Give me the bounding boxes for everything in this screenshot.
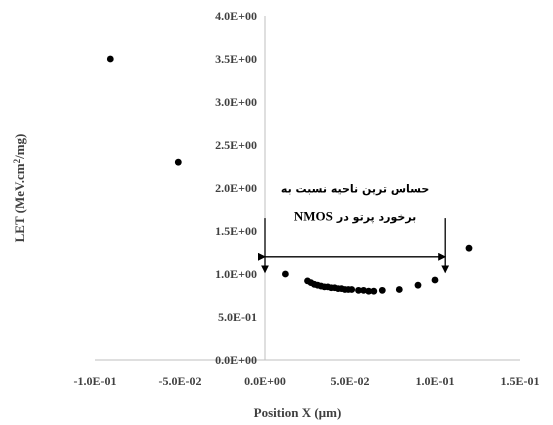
y-tick-label: 0.0E+00	[215, 353, 257, 367]
x-tick-label: 1.5E-01	[501, 374, 540, 388]
data-point	[106, 55, 114, 63]
data-point	[370, 287, 378, 295]
x-tick-label: 0.0E+00	[244, 374, 286, 388]
y-axis-title-end: /mg)	[12, 134, 27, 160]
y-tick-label: 1.5E+00	[215, 224, 257, 238]
x-tick-label: 1.0E-01	[416, 374, 455, 388]
y-tick-label: 3.5E+00	[215, 52, 257, 66]
data-point	[365, 287, 373, 295]
x-tick-label: -1.0E-01	[74, 374, 117, 388]
y-tick-labels: 0.0E+00 5.0E-01 1.0E+00 1.5E+00 2.0E+00 2.5E+…	[215, 9, 257, 367]
data-point	[465, 244, 473, 252]
sensitive-region-annotation: حساس ترین ناحیه نسبت به NMOS برخورد پرتو …	[258, 182, 450, 274]
data-point	[378, 286, 386, 294]
annotation-line-2-text: برخورد پرتو در	[336, 211, 416, 224]
x-tick-labels: -1.0E-01 -5.0E-02 0.0E+00 5.0E-02 1.0E-01 1.5…	[74, 374, 540, 388]
data-point	[414, 281, 422, 289]
y-tick-label: 3.0E+00	[215, 95, 257, 109]
data-point	[174, 158, 182, 166]
annotation-line-2: NMOS برخورد پرتو در	[294, 209, 416, 224]
data-point	[360, 286, 367, 294]
x-tick-label: -5.0E-02	[159, 374, 202, 388]
y-axis-title-superscript: 2	[12, 158, 22, 163]
annotation-line-1: حساس ترین ناحیه نسبت به	[281, 182, 429, 195]
data-point	[282, 270, 289, 278]
data-point	[431, 276, 439, 284]
x-tick-label: 5.0E-02	[331, 374, 370, 388]
y-tick-label: 1.0E+00	[215, 267, 257, 281]
y-tick-label: 2.5E+00	[215, 138, 257, 152]
plot-axes	[95, 16, 520, 361]
y-tick-label: 4.0E+00	[215, 9, 257, 23]
y-axis-title: LET (MeV.cm2/mg)	[12, 134, 27, 243]
data-point	[348, 286, 356, 293]
y-tick-label: 2.0E+00	[215, 181, 257, 195]
y-axis-title-main: LET (MeV.cm	[12, 163, 27, 242]
data-points	[106, 55, 473, 295]
annotation-nmos-label: NMOS	[294, 209, 333, 224]
y-tick-label: 5.0E-01	[218, 310, 257, 324]
data-point	[355, 286, 362, 294]
data-point	[395, 286, 403, 293]
x-axis-title: Position X (µm)	[254, 405, 342, 420]
